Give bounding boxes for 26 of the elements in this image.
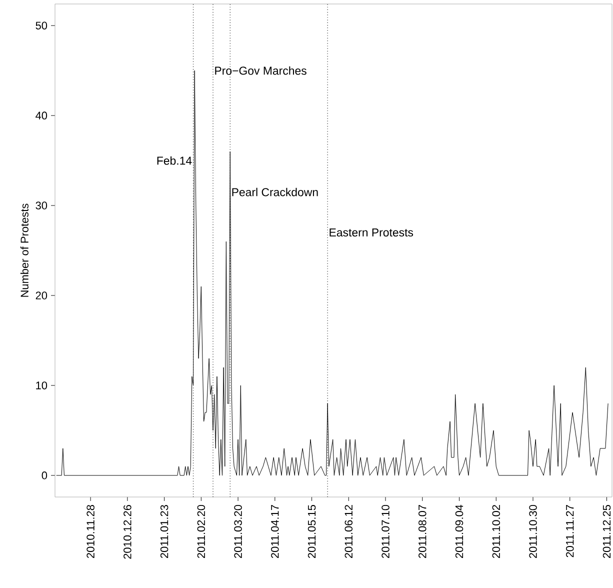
x-tick-label: 2011.02.20 xyxy=(197,504,206,558)
x-tick-label: 2011.01.23 xyxy=(160,504,168,558)
x-tick-label: 2011.12.25 xyxy=(602,504,611,558)
y-axis-title: Number of Protests xyxy=(20,204,28,297)
annotation: Pro−Gov Marches xyxy=(215,66,306,75)
y-tick-label: 0 xyxy=(42,472,48,480)
x-tick-label: 2011.08.07 xyxy=(418,505,426,558)
x-tick-label: 2011.04.17 xyxy=(271,505,279,558)
x-tick-label: 2010.11.28 xyxy=(86,504,94,558)
y-tick-label: 40 xyxy=(36,112,48,120)
annotation: Pearl Crackdown xyxy=(232,188,318,196)
annotation: Eastern Protests xyxy=(330,228,414,236)
annotation: Feb.14 xyxy=(157,156,192,165)
x-tick-label: 2011.07.10 xyxy=(382,504,390,558)
x-tick-label: 2011.11.27 xyxy=(566,505,574,558)
x-tick-label: 2011.10.30 xyxy=(529,504,537,558)
x-tick-label: 2011.09.04 xyxy=(455,504,464,558)
y-tick-label: 20 xyxy=(36,292,48,300)
x-tick-label: 2011.10.02 xyxy=(492,505,500,558)
y-tick-label: 50 xyxy=(36,22,48,30)
y-tick-label: 10 xyxy=(36,382,48,390)
x-tick-label: 2011.03.20 xyxy=(234,504,242,558)
x-tick-label: 2011.05.15 xyxy=(308,504,316,558)
x-tick-label: 2010.12.26 xyxy=(124,505,132,559)
y-tick-label: 30 xyxy=(36,202,48,210)
x-tick-label: 2011.06.12 xyxy=(344,505,353,558)
